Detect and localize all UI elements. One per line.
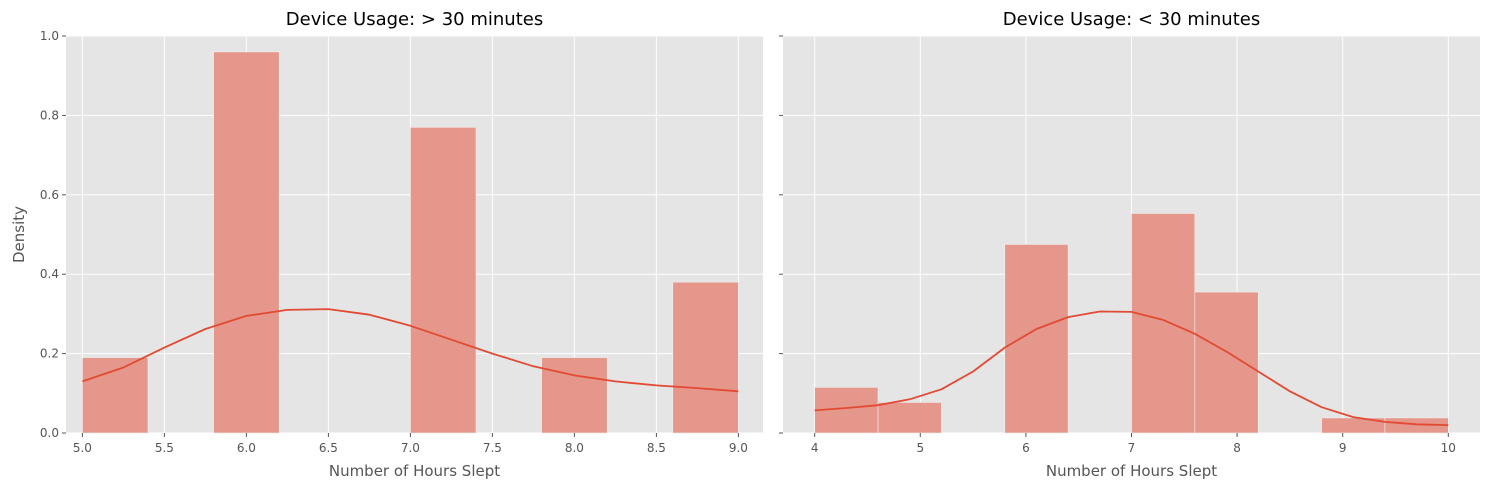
x-tick-label: 6.5 [319, 441, 338, 455]
histogram-bar [82, 357, 149, 434]
histogram-bar [410, 127, 477, 434]
x-axis-label: Number of Hours Slept [329, 462, 500, 480]
chart-title: Device Usage: > 30 minutes [286, 9, 543, 30]
y-tick-label: 0.0 [40, 426, 59, 440]
x-tick-label: 6 [1022, 441, 1030, 455]
x-tick-label: 7 [1128, 441, 1136, 455]
y-axis-label: Density [10, 206, 28, 263]
histogram-bar [672, 281, 739, 434]
histogram-bar [877, 402, 942, 434]
kde-line [82, 308, 739, 393]
x-tick-label: 8 [1233, 441, 1241, 455]
x-tick-label: 5 [916, 441, 924, 455]
histogram-bar [1384, 417, 1449, 434]
x-tick-label: 9.0 [729, 441, 748, 455]
chart-title: Device Usage: < 30 minutes [1003, 9, 1260, 30]
histogram-bar [1131, 213, 1196, 434]
histogram-bar [541, 357, 608, 434]
chart-panel-right: 4 5 6 7 8 9 10 Device Usage: < 30 minutes Number… [779, 9, 1480, 480]
y-tick-label: 0.4 [40, 267, 59, 281]
x-tick-label: 7.0 [401, 441, 420, 455]
chart-panel-left: 5.0 5.5 6.0 6.5 7.0 7.5 8.0 8.5 9.0 0.0 0.2 0.4 0.6 0… [10, 9, 763, 480]
x-tick-label: 5.5 [155, 441, 174, 455]
y-tick-label: 0.2 [40, 347, 59, 361]
histogram-bar [213, 51, 280, 434]
y-tick-label: 0.6 [40, 188, 59, 202]
x-tick-label: 4 [811, 441, 819, 455]
x-axis-label: Number of Hours Slept [1046, 462, 1217, 480]
x-tick-label: 5.0 [73, 441, 92, 455]
x-tick-label: 8.0 [565, 441, 584, 455]
histogram-bar [1194, 291, 1259, 434]
x-tick-label: 8.5 [647, 441, 666, 455]
y-tick-label: 1.0 [40, 29, 59, 43]
x-tick-label: 10 [1441, 441, 1456, 455]
x-tick-label: 9 [1339, 441, 1347, 455]
x-tick-label: 6.0 [237, 441, 256, 455]
histogram-bar [1004, 244, 1069, 434]
kde-line [814, 310, 1449, 426]
y-tick-label: 0.8 [40, 108, 59, 122]
x-tick-label: 7.5 [483, 441, 502, 455]
